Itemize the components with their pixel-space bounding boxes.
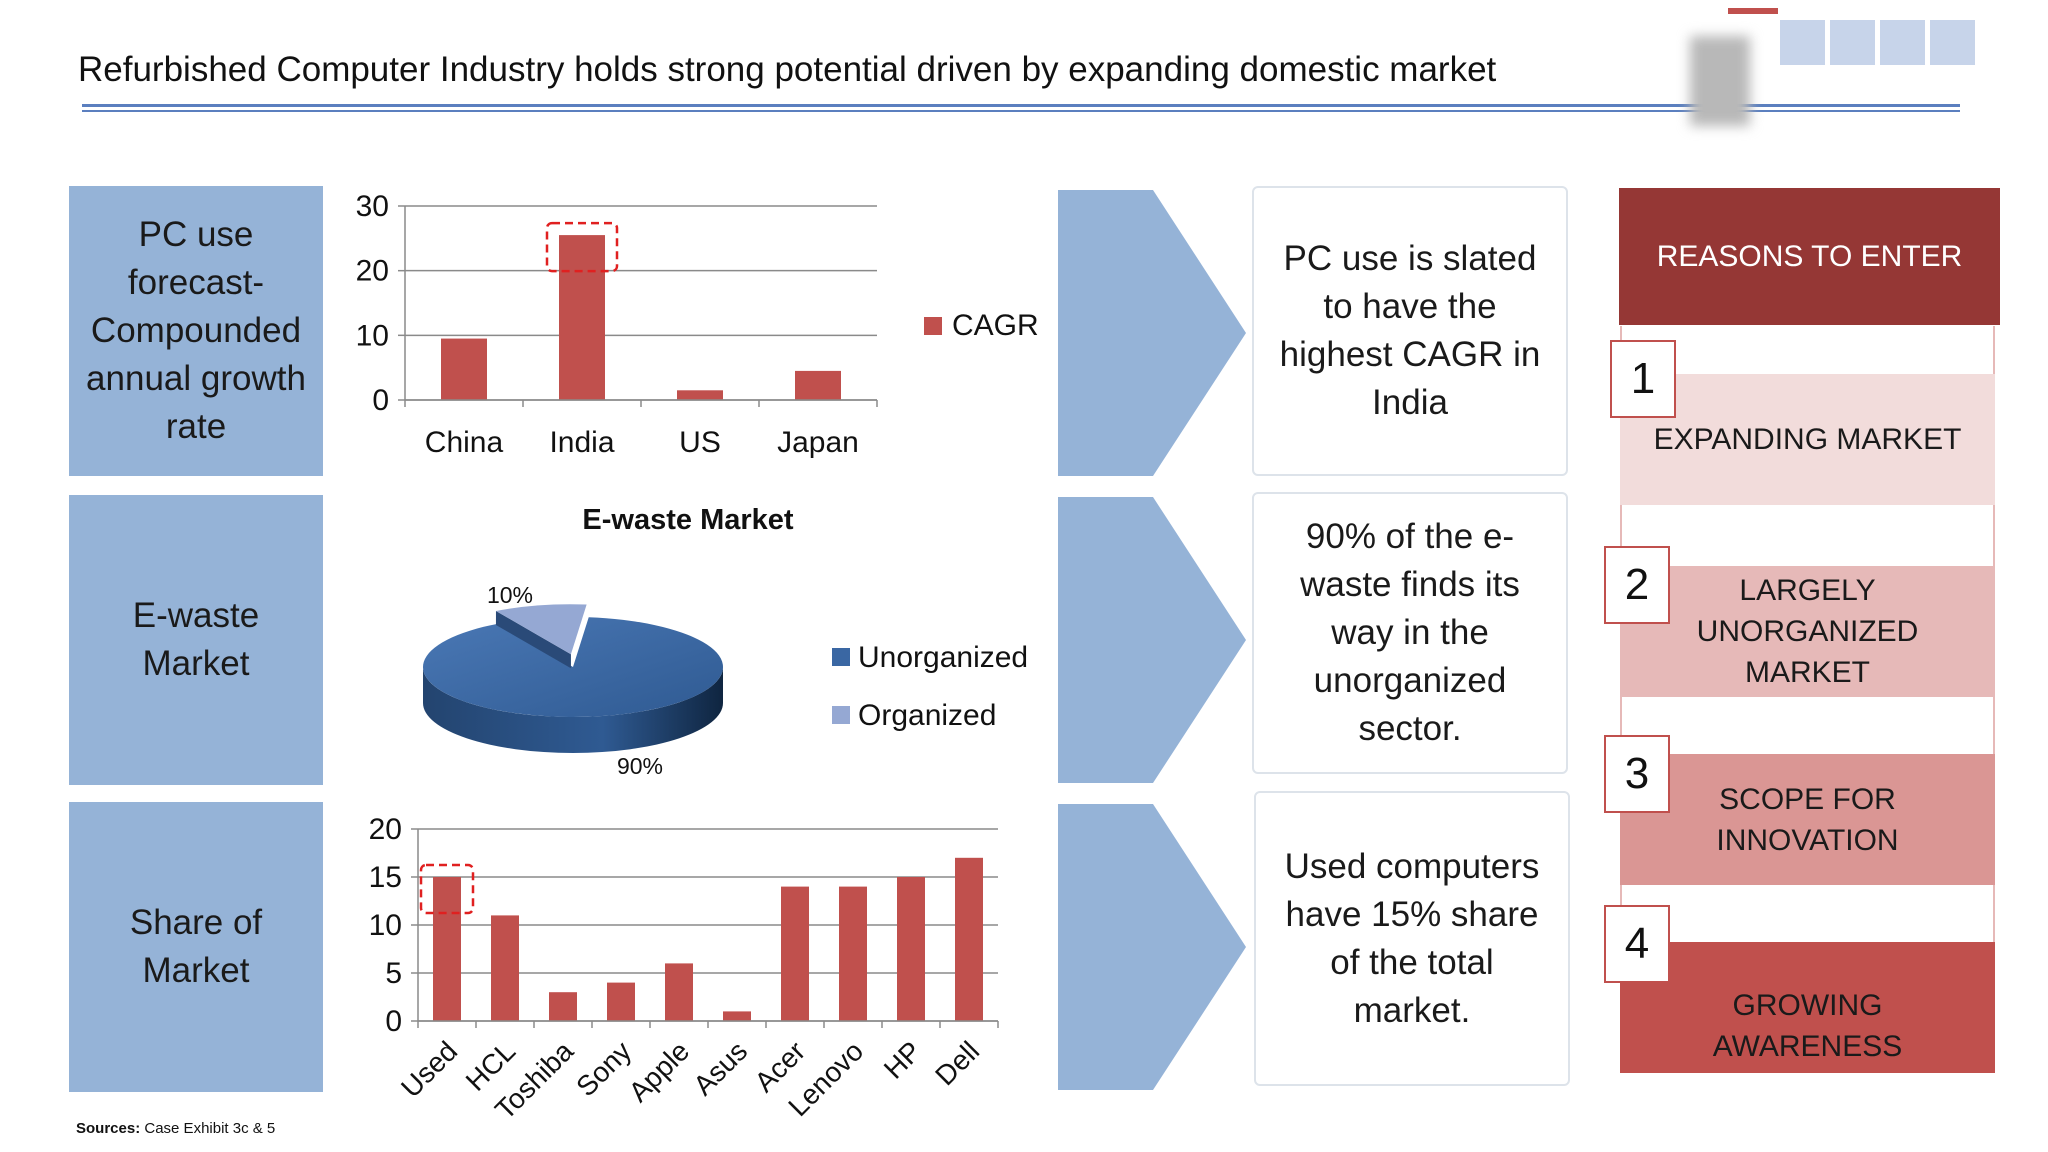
title-rule-bottom [82, 110, 1960, 112]
pie-slice-organized-edge [495, 610, 571, 669]
note-share: Used computers have 15% share of the tot… [1254, 791, 1570, 1086]
x-tick-label: Used [395, 1035, 463, 1103]
reason-band-3: SCOPE FOR INNOVATION [1620, 754, 1995, 885]
bar-china [441, 338, 487, 400]
pie-slice-organized [495, 604, 587, 655]
chevron-arrow-2 [1058, 497, 1246, 783]
highlight-box [419, 863, 475, 915]
y-tick-label: 0 [385, 1005, 402, 1038]
side-label-ewaste: E-waste Market [69, 495, 323, 785]
ewaste-pie-chart: E-waste Market 10% 90% Unorganized Organ… [422, 504, 1028, 779]
bar-toshiba [549, 992, 577, 1021]
cagr-chart: 0 10 20 30 China India US Japan CAGR [356, 190, 1039, 459]
x-tick-label: HP [878, 1035, 927, 1084]
reasons-header: REASONS TO ENTER [1619, 188, 2000, 325]
y-tick-label: 5 [385, 957, 402, 990]
bar-hcl [491, 915, 519, 1021]
x-tick-label: Sony [570, 1035, 637, 1102]
pie-slice-unorganized [422, 617, 723, 717]
x-tick-label: India [549, 426, 614, 459]
side-label-share: Share of Market [69, 802, 323, 1092]
reason-band-2: LARGELY UNORGANIZED MARKET [1620, 566, 1995, 697]
reason-band-4: GROWING AWARENESS [1620, 942, 1995, 1073]
note-ewaste: 90% of the e-waste finds its way in the … [1252, 492, 1568, 774]
bar-sony [607, 982, 635, 1021]
bar-lenovo [839, 886, 867, 1021]
y-tick-label: 20 [356, 255, 389, 288]
bar-used [433, 877, 461, 1021]
chevron-arrow-1 [1058, 190, 1246, 476]
legend-swatch-cagr [924, 317, 942, 335]
sources-label: Sources: [76, 1120, 141, 1137]
pie-label-organized: 10% [487, 582, 533, 608]
reason-number-1: 1 [1610, 340, 1676, 418]
bar-us [677, 390, 723, 400]
x-tick-label: China [425, 426, 504, 459]
logo [1690, 6, 1990, 126]
reason-label-4: GROWING AWARENESS [1712, 988, 1903, 1063]
bar-acer [781, 886, 809, 1021]
y-tick-label: 15 [369, 861, 402, 894]
reason-label-2: LARGELY UNORGANIZED MARKET [1696, 574, 1919, 689]
chevron-arrow-3 [1058, 804, 1246, 1090]
x-tick-label: Japan [777, 426, 859, 459]
y-tick-label: 10 [369, 909, 402, 942]
y-tick-label: 30 [356, 190, 389, 223]
highlight-box [545, 221, 619, 273]
reason-number-2: 2 [1604, 546, 1670, 624]
reason-number-3: 3 [1604, 735, 1670, 813]
reasons-frame [1620, 326, 1995, 1072]
reason-label-3: SCOPE FOR INNOVATION [1716, 782, 1899, 857]
y-tick-label: 20 [369, 813, 402, 846]
sources-text: Case Exhibit 3c & 5 [144, 1120, 276, 1137]
bar-japan [795, 370, 841, 400]
reason-label-1: EXPANDING MARKET [1653, 423, 1962, 456]
side-label-cagr: PC use forecast-Compounded annual growth… [69, 186, 323, 476]
slide-title: Refurbished Computer Industry holds stro… [78, 50, 1497, 89]
y-tick-label: 0 [372, 384, 389, 417]
pie-label-unorganized: 90% [617, 753, 663, 779]
legend-label-organized: Organized [858, 699, 996, 732]
x-tick-label: Asus [687, 1035, 753, 1101]
pie-slice-unorganized-side [423, 667, 723, 753]
pie-title: E-waste Market [582, 504, 793, 536]
bar-hp [897, 877, 925, 1021]
reason-number-4: 4 [1604, 905, 1670, 983]
reason-band-1: EXPANDING MARKET [1620, 374, 1995, 505]
legend-swatch-organized [832, 706, 850, 724]
y-tick-label: 10 [356, 319, 389, 352]
bar-asus [723, 1011, 751, 1021]
title-rule-top [82, 104, 1960, 107]
x-tick-label: Apple [623, 1035, 696, 1108]
market-share-chart: 05101520UsedHCLToshibaSonyAppleAsusAcerL… [369, 813, 999, 1125]
bar-india [559, 235, 605, 400]
note-cagr: PC use is slated to have the highest CAG… [1252, 186, 1568, 476]
bar-apple [665, 963, 693, 1021]
x-tick-label: Dell [929, 1035, 985, 1091]
legend-swatch-unorganized [832, 648, 850, 666]
sources-note: Sources: Case Exhibit 3c & 5 [76, 1120, 275, 1137]
legend-label-cagr: CAGR [952, 309, 1039, 342]
x-tick-label: US [679, 426, 721, 459]
legend-label-unorganized: Unorganized [858, 641, 1028, 674]
bar-dell [955, 857, 983, 1021]
